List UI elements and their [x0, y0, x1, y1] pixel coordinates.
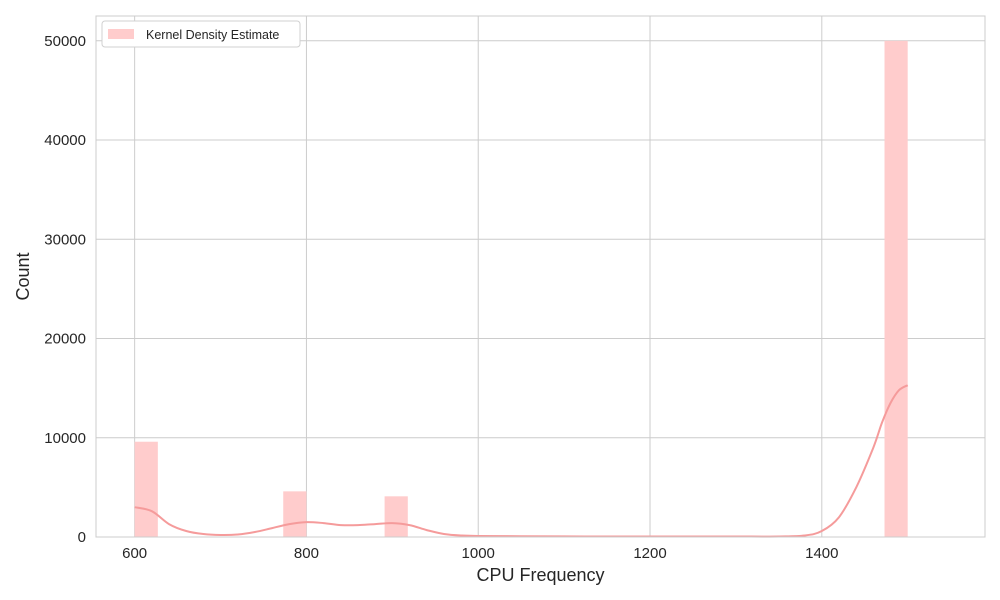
plot-frame [95, 15, 986, 538]
y-tick-label: 10000 [44, 430, 86, 447]
legend: Kernel Density Estimate [101, 20, 301, 48]
legend-swatch [108, 29, 134, 39]
histogram-bar [283, 491, 307, 537]
x-axis-label: CPU Frequency [476, 565, 604, 585]
y-tick-label: 20000 [44, 331, 86, 348]
histogram-bar [384, 496, 408, 537]
legend-box [101, 20, 301, 48]
kde-line [134, 384, 909, 538]
x-axis-ticks: 600 800 1000 1200 1400 [122, 545, 838, 562]
y-tick-label: 40000 [44, 132, 86, 149]
histogram-bar [134, 441, 158, 537]
histogram-bars [134, 40, 908, 538]
x-tick-label: 1200 [633, 545, 666, 562]
y-tick-label: 50000 [44, 33, 86, 50]
y-tick-label: 0 [78, 529, 86, 546]
x-tick-label: 1400 [805, 545, 838, 562]
x-tick-label: 1000 [462, 545, 495, 562]
plot-background [96, 16, 985, 537]
y-axis-ticks: 0 10000 20000 30000 40000 50000 [44, 33, 86, 546]
y-axis-label: Count [13, 252, 33, 300]
y-tick-label: 30000 [44, 231, 86, 248]
x-tick-label: 600 [122, 545, 147, 562]
x-tick-label: 800 [294, 545, 319, 562]
histogram-bar [884, 40, 908, 538]
legend-label: Kernel Density Estimate [146, 28, 279, 42]
